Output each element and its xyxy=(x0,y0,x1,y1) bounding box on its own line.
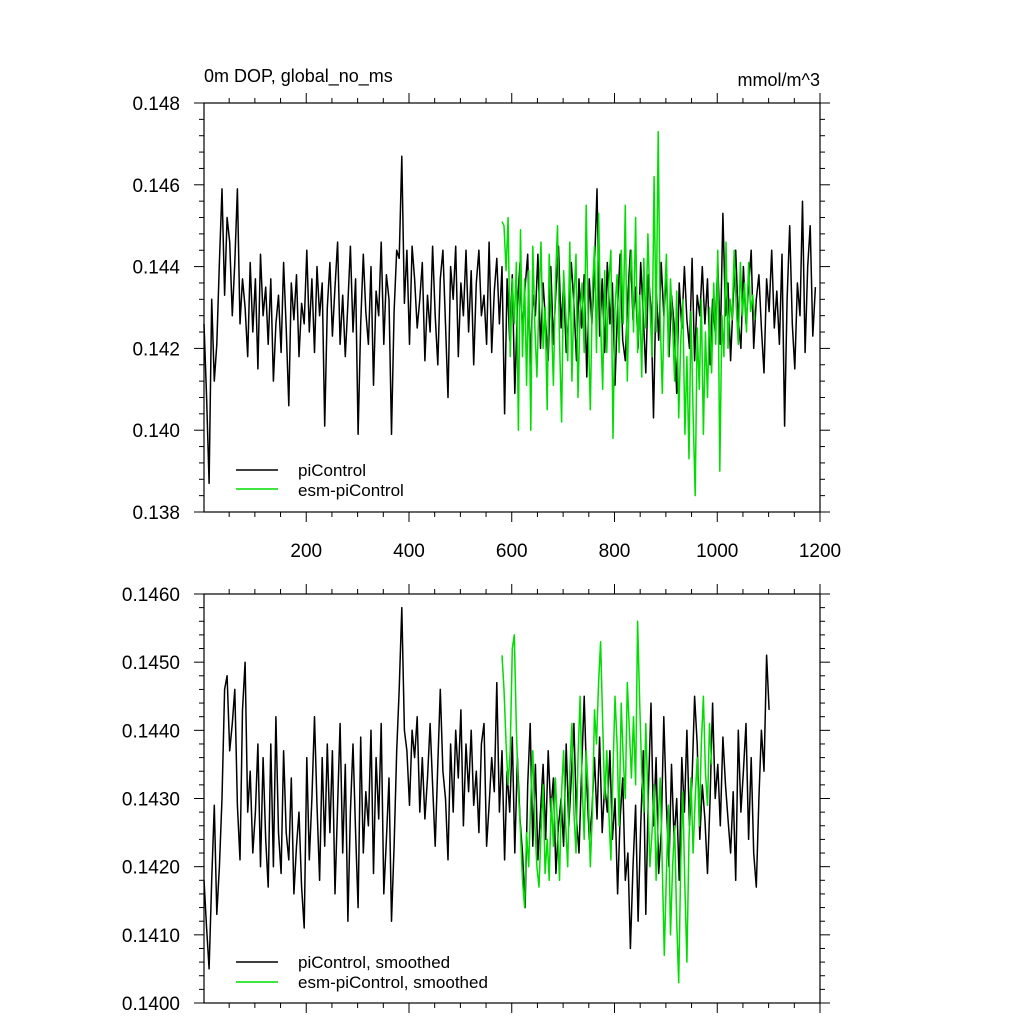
bottom-panel: 0.1400 0.1410 0.1420 0.1430 0.1440 0.1450 0.14… xyxy=(122,584,830,1015)
bottom-y-tick-label: 0.1440 xyxy=(122,721,180,742)
top-x-tick-label: 800 xyxy=(599,541,631,562)
top-y-tick-label: 0.138 xyxy=(132,503,180,524)
top-y-tick-label: 0.140 xyxy=(132,421,180,442)
bottom-axes: 0.1400 0.1410 0.1420 0.1430 0.1440 0.1450 0.14… xyxy=(122,584,830,1015)
top-y-tick-label: 0.146 xyxy=(132,176,180,197)
top-series-lines xyxy=(203,130,817,497)
top-y-tick-label: 0.148 xyxy=(132,94,180,115)
legend-label-picontrol-smoothed: piControl, smoothed xyxy=(298,953,450,972)
bottom-plot-frame xyxy=(203,593,821,1004)
bottom-y-tick-label: 0.1450 xyxy=(122,653,180,674)
top-series-line-esm-picontrol xyxy=(501,130,756,497)
top-plot-frame xyxy=(203,102,821,513)
top-x-tick-label: 200 xyxy=(290,541,322,562)
bottom-series-lines xyxy=(203,606,770,984)
top-y-tick-label: 0.142 xyxy=(132,339,180,360)
units-label: mmol/m^3 xyxy=(738,70,820,90)
legend-label-esm-picontrol: esm-piControl xyxy=(298,481,404,500)
panel-title: 0m DOP, global_no_ms xyxy=(204,66,393,87)
top-x-tick-label: 600 xyxy=(496,541,528,562)
bottom-y-tick-label: 0.1400 xyxy=(122,994,180,1015)
top-x-tick-label: 1000 xyxy=(696,541,738,562)
bottom-y-tick-label: 0.1420 xyxy=(122,858,180,879)
top-axes: 0.138 0.140 0.142 0.144 0.146 0.148 200 400 600 8… xyxy=(132,93,841,562)
bottom-series-line-picontrol-smoothed xyxy=(203,606,770,970)
top-y-tick-label: 0.144 xyxy=(132,258,180,279)
top-x-tick-label: 400 xyxy=(393,541,425,562)
bottom-y-tick-label: 0.1430 xyxy=(122,790,180,811)
bottom-series-line-esm-picontrol-smoothed xyxy=(501,620,713,984)
top-panel: 0m DOP, global_no_ms mmol/m^3 0.138 0.140… xyxy=(132,66,841,562)
legend-label-picontrol: piControl xyxy=(298,461,366,480)
bottom-legend: piControl, smoothed esm-piControl, smoot… xyxy=(236,953,488,992)
bottom-y-tick-label: 0.1460 xyxy=(122,585,180,606)
top-legend: piControl esm-piControl xyxy=(236,461,404,500)
top-x-tick-label: 1200 xyxy=(799,541,841,562)
bottom-y-tick-label: 0.1410 xyxy=(122,926,180,947)
legend-label-esm-picontrol-smoothed: esm-piControl, smoothed xyxy=(298,973,488,992)
